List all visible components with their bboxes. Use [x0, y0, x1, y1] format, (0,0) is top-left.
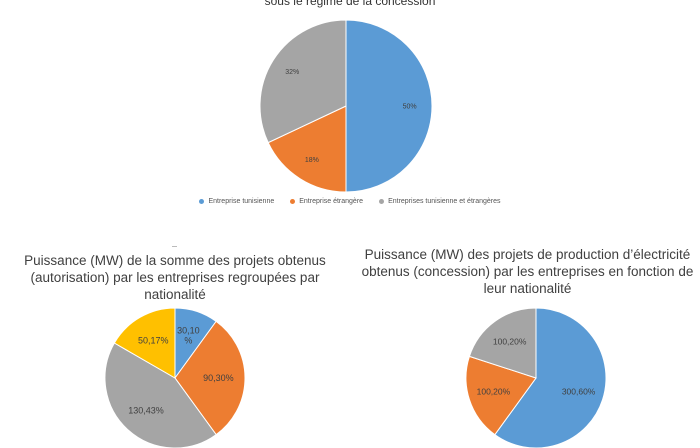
pie-slice	[259, 19, 347, 144]
pie-slice	[267, 105, 347, 193]
pie-slice	[113, 307, 176, 379]
legend-item-entreprise-etrangere: Entreprise étrangère	[290, 198, 363, 205]
divider-mark	[172, 246, 177, 247]
pie-slice	[468, 307, 537, 379]
slice-data-label: 300,60%	[562, 387, 596, 397]
legend-swatch-gray	[379, 199, 385, 204]
legend-item-entreprises-mixtes: Entreprises tunisienne et étrangères	[379, 198, 501, 205]
slice-data-label: 50,17%	[138, 335, 169, 345]
slice-data-label: 18%	[305, 157, 319, 164]
legend-label: Entreprise étrangère	[299, 198, 364, 205]
pie-chart-concession-nationalite: 300,60% 100,20% 100,20%	[465, 307, 607, 448]
legend-label: Entreprise tunisienne	[208, 198, 275, 205]
legend-swatch-blue	[199, 199, 205, 204]
legend-swatch-orange	[290, 199, 296, 204]
pie-slice	[345, 19, 433, 193]
chart-2-title: Puissance (MW) de la somme des projets o…	[24, 253, 326, 302]
slice-data-label: 30,10%	[177, 326, 200, 346]
slice-data-label: 100,20%	[493, 337, 527, 347]
pie-slice	[465, 355, 537, 436]
legend-item-entreprise-tunisienne: Entreprise tunisienne	[199, 198, 274, 205]
pie-chart-concession: 50% 18% 32%	[259, 19, 433, 193]
slice-data-label: 100,20%	[477, 387, 511, 397]
legend: Entreprise tunisienne Entreprise étrangè…	[0, 198, 700, 205]
slice-data-label: 32%	[285, 69, 299, 76]
chart-3-title: Puissance (MW) des projets de production…	[361, 247, 694, 296]
slice-data-label: 130,43%	[128, 405, 164, 415]
pie-chart-autorisation: 30,10 % 90,30% 130,43% 50,17%	[104, 307, 246, 448]
legend-label: Entreprises tunisienne et étrangères	[388, 198, 501, 205]
slice-data-label: 90,30%	[203, 373, 234, 383]
pie-slice	[174, 320, 246, 436]
slice-data-label: 50%	[403, 103, 417, 110]
chart-1-title: sous le régime de la concession	[264, 0, 436, 8]
